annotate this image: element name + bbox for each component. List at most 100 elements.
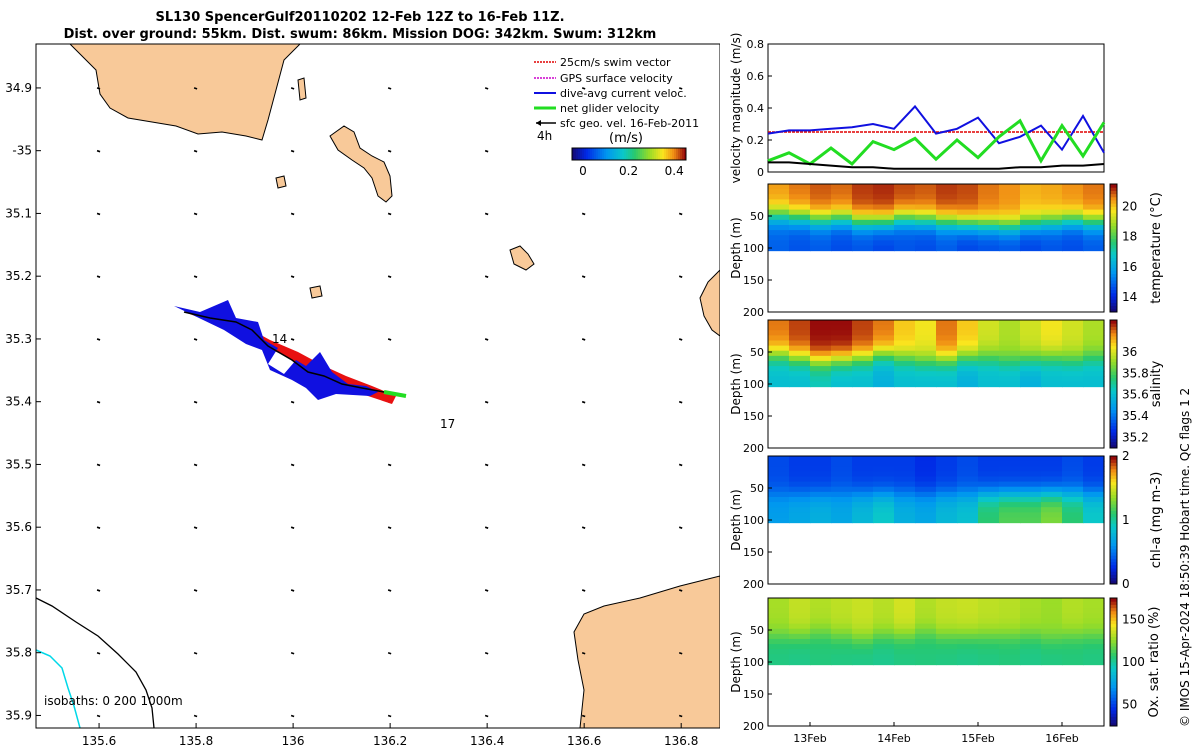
depth-cell <box>768 633 790 640</box>
depth-cell <box>1041 199 1063 206</box>
depth-cell <box>1020 638 1042 645</box>
depth-cell <box>894 481 916 488</box>
depth-cell <box>978 355 1000 362</box>
panel-colorbar-cell <box>1110 352 1117 356</box>
depth-cell <box>852 456 874 462</box>
depth-cell <box>1041 224 1063 231</box>
depth-cell <box>978 613 1000 620</box>
depth-cell <box>789 654 811 661</box>
panel-colorbar-cell <box>1110 422 1117 427</box>
depth-cell <box>999 184 1021 190</box>
depth-cell <box>873 623 895 630</box>
colorbar-cell <box>582 148 585 160</box>
depth-cell <box>1041 204 1063 211</box>
panel-colorbar-cell <box>1110 387 1117 391</box>
depth-cell <box>831 350 853 357</box>
panel-colorbar-cell <box>1110 260 1117 265</box>
depth-cell <box>768 644 790 650</box>
depth-cell <box>852 654 874 661</box>
depth-cell <box>999 608 1021 614</box>
panel-colorbar-cell <box>1110 617 1117 621</box>
depth-cell <box>957 598 979 604</box>
panel-colorbar-cell <box>1110 662 1117 666</box>
depth-cell <box>1041 471 1063 478</box>
geo-arrow <box>96 651 101 655</box>
panel-colorbar-cell <box>1110 601 1117 605</box>
depth-ylabel: Depth (m) <box>729 489 743 550</box>
depth-cell <box>768 355 790 362</box>
panel-colorbar-tick-label: 150 <box>1122 612 1145 626</box>
depth-cell <box>1041 633 1063 640</box>
depth-cell <box>894 204 916 211</box>
depth-cell <box>1062 235 1084 241</box>
depth-ytick-label: 200 <box>743 720 764 733</box>
panel-colorbar-tick-label: 18 <box>1122 230 1137 244</box>
geo-arrow <box>193 651 198 655</box>
depth-cell <box>957 517 979 524</box>
depth-cell <box>768 466 790 472</box>
panel-colorbar-cell <box>1110 416 1117 420</box>
geo-arrow <box>484 275 489 278</box>
depth-cell <box>789 340 811 347</box>
depth-cell <box>831 507 853 513</box>
depth-cell <box>915 381 937 388</box>
panel-colorbar-cell <box>1110 348 1117 353</box>
depth-cell <box>852 366 874 372</box>
colorbar-cell <box>634 148 637 160</box>
depth-cell <box>831 381 853 388</box>
colorbar-cell <box>626 148 629 160</box>
depth-ytick-label: 150 <box>743 688 764 701</box>
depth-cell <box>1062 214 1084 221</box>
panel-colorbar-cell <box>1110 235 1117 239</box>
depth-cell <box>831 486 853 493</box>
speed-colorbar-label: (m/s) <box>609 131 643 146</box>
depth-cell <box>1083 194 1105 200</box>
depth-cell <box>1062 476 1084 483</box>
panel-colorbar-cell <box>1110 441 1117 446</box>
depth-cell <box>1062 633 1084 640</box>
geo-arrow <box>290 463 295 467</box>
panel-colorbar-cell <box>1110 710 1117 714</box>
depth-cell <box>1062 461 1084 467</box>
depth-cell <box>1041 214 1063 221</box>
depth-ytick-label: 200 <box>743 442 764 455</box>
colorbar-cell <box>590 148 593 160</box>
depth-cell <box>1020 376 1042 383</box>
depth-cell <box>852 633 874 640</box>
depth-cell <box>1083 189 1105 195</box>
depth-cell <box>810 628 832 635</box>
geo-arrow <box>96 526 101 529</box>
depth-cell <box>978 654 1000 661</box>
panel-colorbar-cell <box>1110 283 1117 287</box>
depth-cell <box>1062 224 1084 231</box>
depth-cell <box>831 659 853 666</box>
depth-cell <box>789 466 811 472</box>
legend-item-dive-avg: dive-avg current veloc. <box>534 87 687 100</box>
legend-item-swim-vector: 25cm/s swim vector <box>534 56 671 69</box>
depth-cell <box>894 659 916 666</box>
depth-cell <box>936 517 958 524</box>
svg-text:25cm/s swim vector: 25cm/s swim vector <box>560 56 671 69</box>
depth-cell <box>999 456 1021 462</box>
depth-cell <box>957 209 979 216</box>
depth-ylabel: Depth (m) <box>729 631 743 692</box>
panel-colorbar-cell <box>1110 257 1117 262</box>
depth-cell <box>1041 644 1063 650</box>
depth-cell <box>999 376 1021 383</box>
depth-cell <box>894 199 916 206</box>
panel-colorbar-cell <box>1110 241 1117 246</box>
geo-arrow <box>387 651 392 655</box>
colorbar-cell <box>652 148 655 160</box>
depth-cell <box>789 481 811 488</box>
depth-cell <box>936 224 958 231</box>
depth-cell <box>831 209 853 216</box>
panel-colorbar-cell <box>1110 296 1117 300</box>
depth-cell <box>768 476 790 483</box>
panel-colorbar-cell <box>1110 358 1117 363</box>
depth-cell <box>978 360 1000 367</box>
depth-cell <box>1041 491 1063 498</box>
geo-arrow <box>290 400 295 404</box>
panel-colorbar-cell <box>1110 432 1117 436</box>
depth-cell <box>789 360 811 367</box>
depth-cell <box>936 491 958 498</box>
